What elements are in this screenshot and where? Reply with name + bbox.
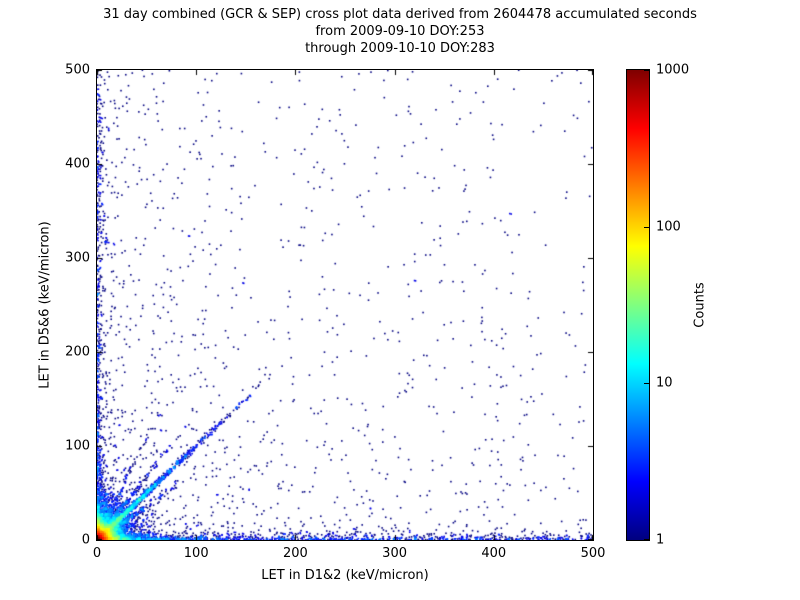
scatter-plot — [97, 70, 593, 540]
x-tick-label: 200 — [282, 546, 308, 561]
chart-title: 31 day combined (GCR & SEP) cross plot d… — [103, 7, 697, 22]
chart-subtitle-through: through 2009-10-10 DOY:283 — [305, 41, 495, 56]
colorbar-tick — [644, 383, 649, 384]
x-tick-label: 400 — [481, 546, 507, 561]
colorbar-tick-label: 10 — [656, 375, 673, 391]
x-axis-label: LET in D1&2 (keV/micron) — [261, 568, 429, 583]
y-tick-label: 100 — [65, 438, 90, 454]
x-tick-label: 100 — [183, 546, 209, 561]
y-tick-label: 400 — [65, 156, 90, 172]
y-tick-label: 500 — [65, 62, 90, 78]
colorbar — [626, 69, 650, 541]
colorbar-tick — [644, 539, 649, 540]
y-tick-label: 300 — [65, 250, 90, 266]
plot-area — [96, 69, 594, 541]
colorbar-tick-label: 1000 — [656, 62, 690, 78]
y-tick-label: 200 — [65, 344, 90, 360]
colorbar-tick — [644, 70, 649, 71]
x-tick-label: 300 — [382, 546, 408, 561]
y-tick-label: 0 — [81, 532, 90, 548]
colorbar-title: Counts — [692, 282, 708, 328]
colorbar-tick-label: 1 — [656, 532, 665, 548]
colorbar-tick-label: 100 — [656, 219, 681, 235]
y-axis-label: LET in D5&6 (keV/micron) — [37, 221, 53, 389]
colorbar-tick — [644, 227, 649, 228]
x-tick-label: 0 — [92, 546, 102, 561]
x-tick-label: 500 — [580, 546, 606, 561]
chart-subtitle-from: from 2009-09-10 DOY:253 — [315, 24, 485, 39]
